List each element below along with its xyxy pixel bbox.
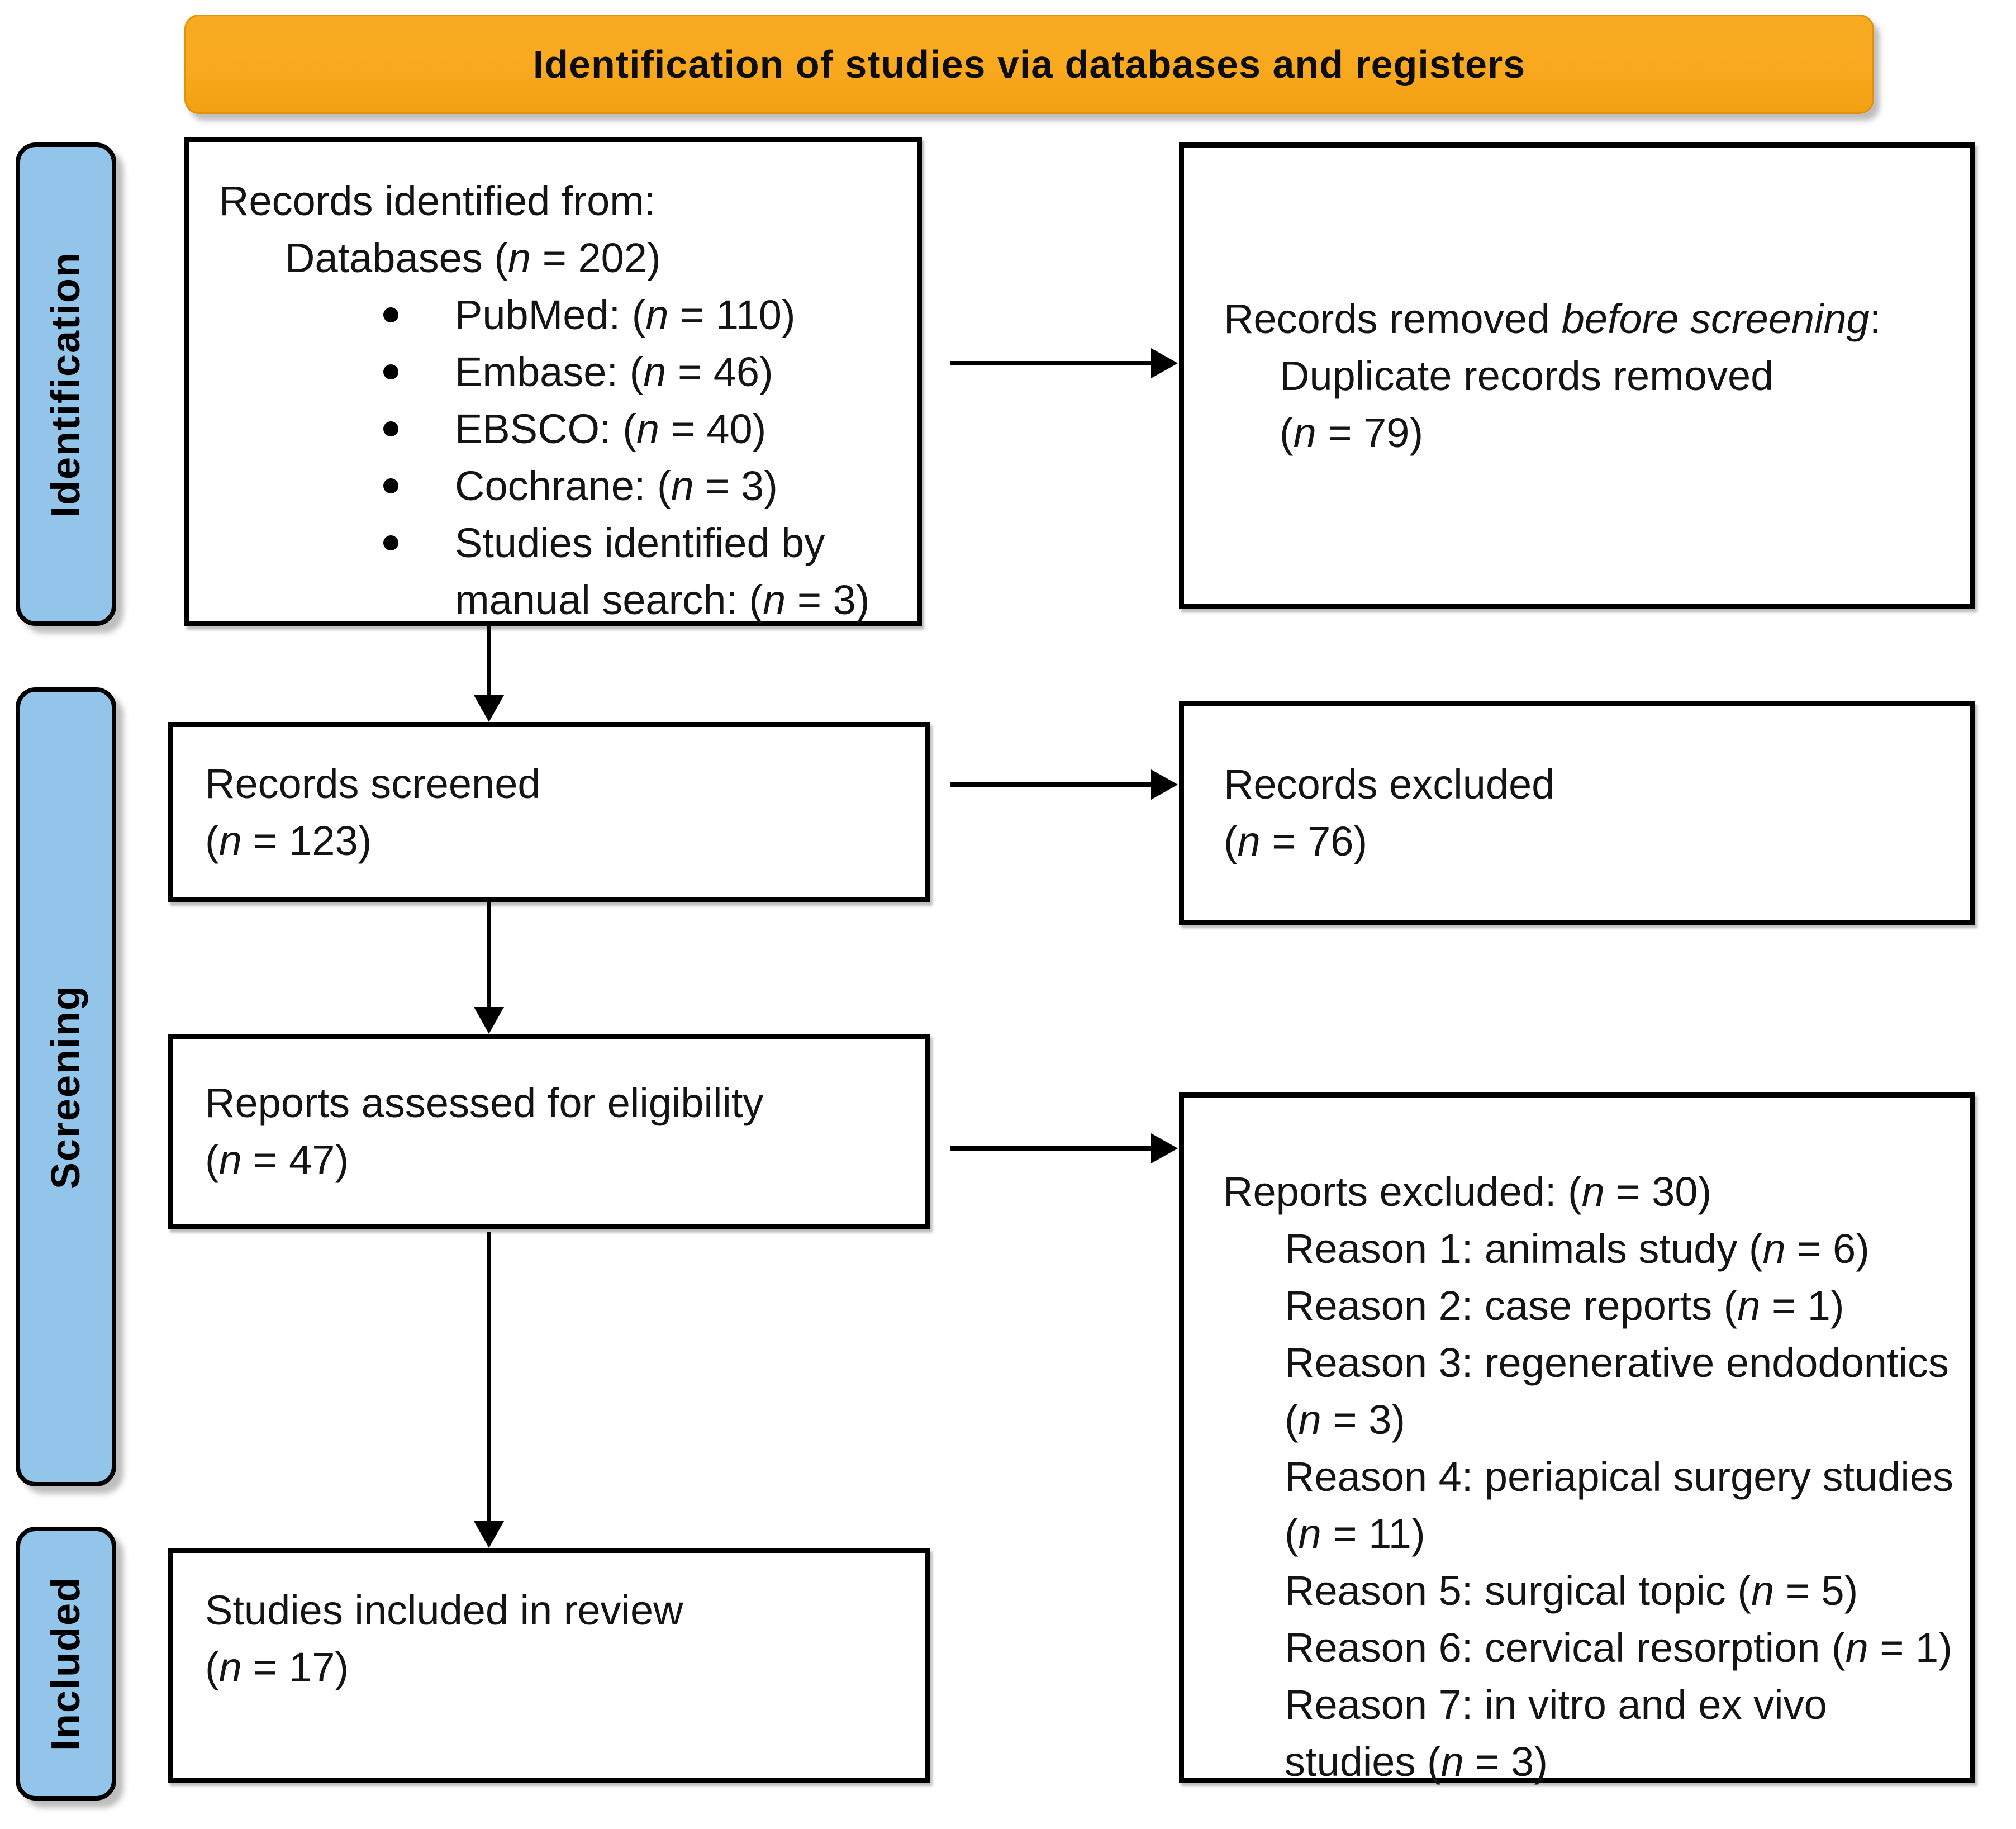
text-line: (n = 11) <box>1285 1505 1959 1562</box>
text-line-content: Records excluded <box>1224 761 1555 807</box>
text-line-content: Reason 4: periapical surgery studies <box>1285 1453 1953 1500</box>
text-line-content: (n = 123) <box>205 817 372 864</box>
text-line-content: Studies included in review <box>205 1587 683 1633</box>
text-line-content: Reports excluded: (n = 30) <box>1223 1168 1712 1215</box>
text-line: Reason 6: cervical resorption (n = 1) <box>1285 1619 1959 1676</box>
text-line: Reason 1: animals study (n = 6) <box>1285 1220 1959 1277</box>
text-line: Databases (n = 202) <box>285 230 906 287</box>
text-line: Records identified from: <box>219 173 906 230</box>
text-line-content: Duplicate records removed <box>1280 352 1774 399</box>
text-line: Studies included in review <box>205 1582 914 1639</box>
box-records-removed-before-screening: Records removed before screening: Duplica… <box>1179 142 1975 609</box>
arrowhead-right-icon <box>1151 769 1178 800</box>
text-line: Reason 2: case reports (n = 1) <box>1285 1277 1959 1334</box>
box-reports-assessed-for-eligibility: Reports assessed for eligibility (n = 47) <box>168 1034 930 1229</box>
arrowhead-down-icon <box>474 1007 504 1034</box>
stage-label-identification: Identification <box>44 251 88 517</box>
box-records-screened: Records screened (n = 123) <box>168 722 930 902</box>
text-line: (n = 17) <box>205 1639 914 1696</box>
bullet-icon <box>378 287 455 344</box>
arrowhead-down-icon <box>474 1521 504 1548</box>
arrow-assessed-to-included <box>487 1232 491 1522</box>
text-line-content: Reason 5: surgical topic (n = 5) <box>1285 1567 1858 1614</box>
text-line-content: Studies identified by <box>455 520 825 566</box>
text-line-content: (n = 3) <box>1285 1396 1405 1443</box>
text-line: (n = 79) <box>1280 405 1970 462</box>
arrow-screened-to-excluded <box>950 782 1152 787</box>
text-line: (n = 123) <box>205 813 925 870</box>
text-line-content: Reason 2: case reports (n = 1) <box>1285 1282 1844 1329</box>
text-line: PubMed: (n = 110) <box>378 287 906 344</box>
stage-bar-included: Included <box>16 1527 116 1801</box>
bullet-icon <box>378 515 455 572</box>
text-line: Reason 7: in vitro and ex vivo <box>1285 1676 1959 1733</box>
text-line: Reason 3: regenerative endodontics <box>1285 1334 1959 1391</box>
arrow-identified-to-removed <box>950 361 1152 365</box>
arrow-identified-to-screened <box>487 626 491 696</box>
box-records-excluded: Records excluded (n = 76) <box>1179 701 1975 925</box>
banner: Identification of studies via databases … <box>184 15 1874 114</box>
text-line-content: Records screened <box>205 760 541 807</box>
text-line-content: Reports assessed for eligibility <box>205 1080 764 1126</box>
text-line: manual search: (n = 3) <box>455 572 906 629</box>
text-line: Records excluded <box>1224 756 1970 813</box>
text-line-content: (n = 76) <box>1224 818 1368 864</box>
box-reports-excluded: Reports excluded: (n = 30) Reason 1: anim… <box>1179 1092 1975 1785</box>
text-line-content: EBSCO: (n = 40) <box>455 406 767 452</box>
arrowhead-right-icon <box>1151 348 1178 378</box>
arrowhead-right-icon <box>1151 1133 1178 1163</box>
stage-label-screening: Screening <box>44 984 88 1190</box>
arrowhead-down-icon <box>474 695 504 722</box>
bullet-icon <box>378 344 455 401</box>
text-line-content: (n = 47) <box>205 1137 349 1183</box>
text-line-content: (n = 17) <box>205 1644 349 1690</box>
text-line-content: Cochrane: (n = 3) <box>455 463 778 509</box>
text-line-content: Databases (n = 202) <box>285 235 661 281</box>
text-line-content: manual search: (n = 3) <box>455 577 870 623</box>
bullet-icon <box>378 458 455 515</box>
text-line: Records removed before screening: <box>1224 291 1970 348</box>
text-line-content: Reason 6: cervical resorption (n = 1) <box>1285 1624 1952 1671</box>
stage-bar-identification: Identification <box>16 142 116 626</box>
stage-label-included: Included <box>44 1576 88 1751</box>
text-line-content: Reason 1: animals study (n = 6) <box>1285 1225 1870 1272</box>
box-records-identified: Records identified from: Databases (n = 2… <box>184 137 922 626</box>
text-line-content: Embase: (n = 46) <box>455 349 773 395</box>
text-line: Reason 4: periapical surgery studies <box>1285 1448 1959 1505</box>
text-line-content: Reason 7: in vitro and ex vivo <box>1285 1681 1827 1728</box>
text-line: Studies identified by <box>378 515 906 572</box>
text-line-content: studies (n = 3) <box>1285 1738 1548 1785</box>
text-line: EBSCO: (n = 40) <box>378 401 906 458</box>
text-line: Embase: (n = 46) <box>378 344 906 401</box>
text-line: (n = 3) <box>1285 1391 1959 1448</box>
stage-bar-screening: Screening <box>16 687 116 1486</box>
text-line-content: (n = 79) <box>1280 409 1424 456</box>
text-line: studies (n = 3) <box>1285 1733 1959 1790</box>
arrow-assessed-to-reports-excluded <box>950 1146 1152 1151</box>
text-line-content: (n = 11) <box>1285 1510 1425 1557</box>
text-line: Reports excluded: (n = 30) <box>1223 1163 1959 1220</box>
bullet-icon <box>378 401 455 458</box>
text-line-content: Records identified from: <box>219 178 656 224</box>
banner-title: Identification of studies via databases … <box>532 42 1526 86</box>
text-line: Reason 5: surgical topic (n = 5) <box>1285 1562 1959 1619</box>
text-line: Records screened <box>205 756 925 813</box>
text-line: (n = 76) <box>1224 813 1970 870</box>
box-studies-included-in-review: Studies included in review (n = 17) <box>168 1548 930 1783</box>
text-line: (n = 47) <box>205 1132 925 1189</box>
text-line: Duplicate records removed <box>1280 348 1970 405</box>
text-line: Cochrane: (n = 3) <box>378 458 906 515</box>
text-line-content: PubMed: (n = 110) <box>455 292 796 338</box>
text-line-content: Records removed before screening: <box>1224 295 1881 342</box>
text-line-content: Reason 3: regenerative endodontics <box>1285 1339 1949 1386</box>
text-line: Reports assessed for eligibility <box>205 1075 925 1132</box>
arrow-screened-to-assessed <box>487 902 491 1008</box>
